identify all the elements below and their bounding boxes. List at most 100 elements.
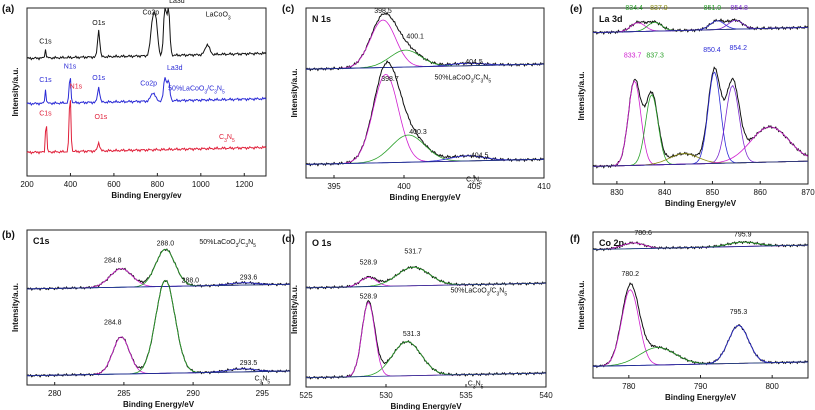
series-line-1 <box>592 66 809 169</box>
peak-label: 851.0 <box>704 5 722 12</box>
peak-label: C1s <box>39 111 52 118</box>
x-tick-label: 400 <box>64 180 78 189</box>
peak-label: 404.5 <box>471 153 489 160</box>
peak-label: C1s <box>39 77 52 84</box>
peak-label: 795.9 <box>734 231 752 238</box>
series-line-0 <box>305 11 545 72</box>
peak-label: 50%LaCoO3/C3N5 <box>450 287 507 297</box>
plot-frame <box>592 231 809 379</box>
series-line-1 <box>26 77 267 106</box>
peak-label: N1s <box>64 63 77 70</box>
peak-label: 293.6 <box>240 275 258 282</box>
background-line <box>592 160 809 167</box>
peak-label: 288.0 <box>182 278 200 285</box>
panel-c: (c) N 1s 395 400 405 410 Binding Energy/eV Inte… <box>282 4 551 202</box>
panel-a: (a) 200 400 600 800 1000 1200 Binding Energy/ev… <box>2 0 267 200</box>
y-axis-label: Intensity/a.u. <box>11 68 20 117</box>
peak-label: La3d <box>169 0 185 5</box>
fit-component <box>27 336 290 377</box>
peak-label: 400.1 <box>406 34 424 41</box>
x-axis-label: Binding Energy/eV <box>390 402 462 410</box>
x-tick-label: 395 <box>327 182 341 191</box>
x-tick-label: 400 <box>397 182 411 191</box>
background-line <box>305 372 547 379</box>
peak-label: 531.3 <box>403 331 421 338</box>
peak-label: 284.8 <box>104 258 122 265</box>
panel-title: O 1s <box>312 238 332 248</box>
plot-frame <box>26 229 291 386</box>
x-tick-label: 290 <box>186 389 200 398</box>
peak-label: Co2p <box>142 10 159 17</box>
x-axis-label: Binding Energy/ev <box>111 191 182 200</box>
x-tick-label: 800 <box>151 180 165 189</box>
peak-label: C3N5 <box>254 375 270 385</box>
x-tick-label: 540 <box>539 391 553 400</box>
y-axis-label: Intensity/a.u. <box>290 285 299 334</box>
x-tick-label: 830 <box>610 188 624 197</box>
x-axis-label: Binding Energy/eV <box>123 400 195 409</box>
peak-label: 50%LaCoO3/C3N5 <box>199 239 256 249</box>
x-axis-label: Binding Energy/eV <box>389 193 461 202</box>
peak-label: C3N5 <box>468 380 484 390</box>
x-tick-label: 1000 <box>192 180 210 189</box>
series-line-1 <box>592 282 809 369</box>
peak-label: Co2p <box>140 80 157 87</box>
peak-label: O1s <box>92 75 105 82</box>
background-line <box>592 26 809 34</box>
y-axis-label: Intensity/a.u. <box>577 72 586 121</box>
panel-b: (b) C1s 280 285 290 295 Binding Energy/eV Inten… <box>2 229 291 409</box>
peak-label: 837.9 <box>650 5 668 12</box>
peak-label: 284.8 <box>104 320 122 327</box>
peak-label: 398.5 <box>374 8 392 15</box>
x-tick-label: 535 <box>459 391 473 400</box>
peak-label: 780.6 <box>634 230 652 237</box>
panel-d: (d) O 1s 525 530 535 540 Binding Energy/eV Inte… <box>282 231 553 410</box>
panel-label: (c) <box>282 4 294 15</box>
x-tick-label: 410 <box>537 182 551 191</box>
x-tick-label: 850 <box>706 188 720 197</box>
x-axis-label: Binding Energy/eV <box>665 393 737 402</box>
x-tick-label: 800 <box>765 382 779 391</box>
x-tick-label: 840 <box>658 188 672 197</box>
background-line <box>305 282 547 289</box>
peak-label: C3N5 <box>219 134 235 144</box>
plot-frame <box>26 7 267 177</box>
peak-label: 795.3 <box>730 309 748 316</box>
x-tick-label: 525 <box>299 391 313 400</box>
peak-label: C1s <box>39 38 52 45</box>
y-axis-label: Intensity/a.u. <box>11 283 20 332</box>
panel-title: N 1s <box>312 14 331 24</box>
panel-label: (b) <box>2 230 15 241</box>
x-tick-label: 1200 <box>235 180 253 189</box>
peak-label: 531.7 <box>404 249 422 256</box>
fit-component <box>306 301 546 379</box>
x-tick-label: 790 <box>694 382 708 391</box>
fit-component <box>592 347 809 367</box>
y-axis-label: Intensity/a.u. <box>577 281 586 330</box>
background-line <box>592 361 809 367</box>
panel-title: C1s <box>33 236 50 246</box>
panel-title: La 3d <box>599 14 623 24</box>
background-line <box>305 63 545 70</box>
peak-label: 50%LaCoO3/C3N5 <box>434 74 491 84</box>
peak-label: 293.5 <box>240 360 258 367</box>
x-tick-label: 600 <box>107 180 121 189</box>
x-tick-label: 405 <box>467 182 481 191</box>
panel-label: (e) <box>570 4 582 15</box>
x-tick-label: 285 <box>117 389 131 398</box>
fit-component <box>593 324 809 367</box>
fit-component <box>593 80 809 167</box>
series-line-1 <box>305 60 545 167</box>
peak-label: LaCoO3 <box>206 11 231 21</box>
background-line <box>26 370 291 377</box>
plot-frame <box>305 231 547 388</box>
peak-label: 850.4 <box>703 47 721 54</box>
series-line-2 <box>26 100 267 155</box>
peak-label: O1s <box>94 114 107 121</box>
x-tick-label: 280 <box>48 389 62 398</box>
peak-label: 833.7 <box>624 52 642 59</box>
background-line <box>305 158 545 165</box>
peak-label: 50%LaCoO3/C3N5 <box>168 85 225 95</box>
x-axis-label: Binding Energy/eV <box>665 199 737 208</box>
